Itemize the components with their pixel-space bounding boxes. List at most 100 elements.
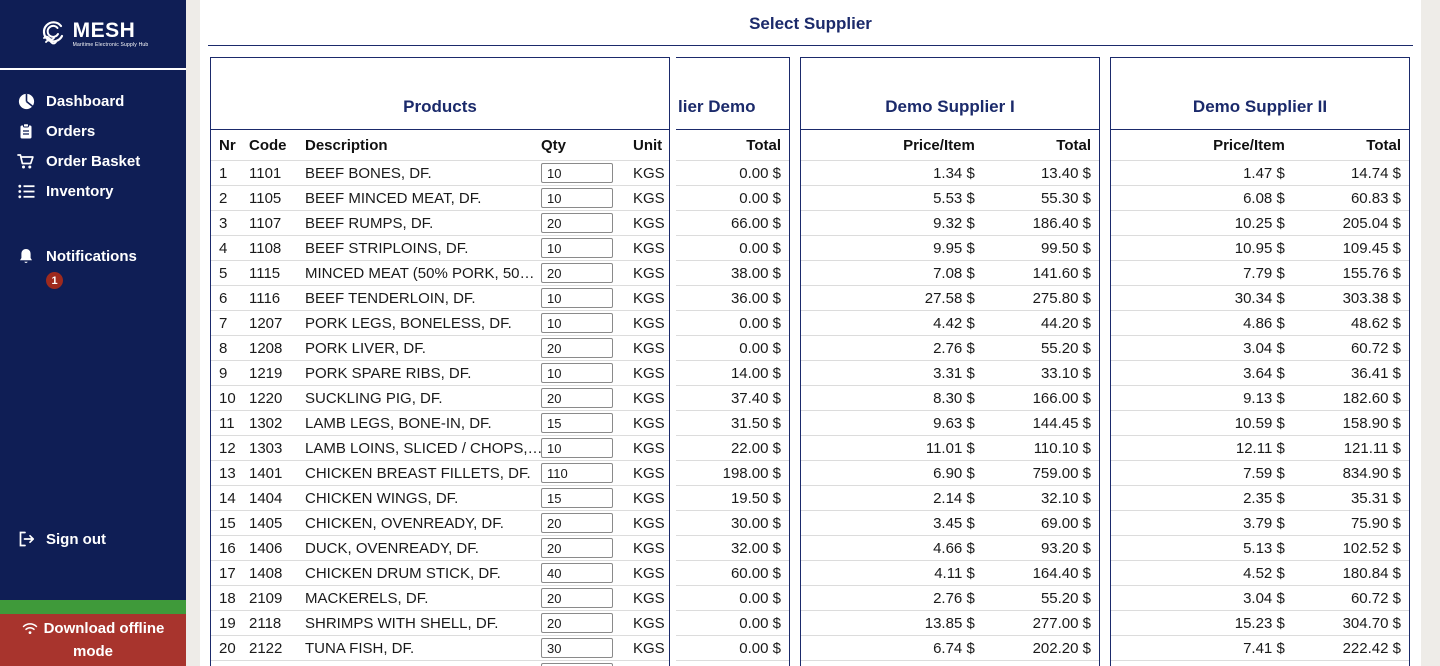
total-cell: 109.45 $ (1342, 239, 1401, 257)
qty-input[interactable] (541, 438, 613, 458)
qty-cell (541, 463, 619, 483)
price-cell: 2.14 $ (933, 489, 975, 507)
total-cell: 158.90 $ (1342, 414, 1401, 432)
products-panel-title: Products (211, 58, 669, 130)
qty-input[interactable] (541, 488, 613, 508)
price-cell: 3.04 $ (1243, 589, 1285, 607)
qty-cell (541, 263, 619, 283)
row-nr: 3 (219, 214, 228, 232)
table-row: 38.00 $ (676, 260, 789, 285)
demo-supplier-2-panel[interactable]: Demo Supplier II Price/Item Total 1.47 $… (1110, 57, 1410, 666)
table-row: 66.00 $ (676, 210, 789, 235)
total-cell: 37.40 $ (730, 389, 781, 407)
sidebar-item-inventory[interactable]: Inventory (0, 176, 186, 206)
table-row: 3 1107 BEEF RUMPS, DF. KGS (211, 210, 669, 235)
qty-input[interactable] (541, 513, 613, 533)
table-row: 60.00 $ (676, 560, 789, 585)
qty-input[interactable] (541, 213, 613, 233)
qty-cell (541, 313, 619, 333)
content-card: Select Supplier Products Nr Code Descrip… (200, 0, 1421, 666)
price-cell: 9.95 $ (933, 239, 975, 257)
qty-input[interactable] (541, 163, 613, 183)
row-unit: KGS (633, 164, 665, 182)
sidebar-spacer (0, 289, 186, 524)
table-row: 1.47 $ 14.74 $ (1111, 160, 1409, 185)
qty-input[interactable] (541, 288, 613, 308)
qty-cell (541, 163, 619, 183)
qty-cell (541, 638, 619, 658)
qty-input[interactable] (541, 563, 613, 583)
demo-supplier-1-panel[interactable]: Demo Supplier I Price/Item Total 1.34 $1… (800, 57, 1100, 666)
sidebar-item-orders[interactable]: Orders (0, 116, 186, 146)
sign-out-button[interactable]: Sign out (0, 524, 186, 554)
sidebar-item-notifications[interactable]: Notifications 1 (0, 241, 186, 289)
qty-input[interactable] (541, 238, 613, 258)
row-unit: KGS (633, 564, 665, 582)
qty-input[interactable] (541, 613, 613, 633)
table-row: 9.63 $ 144.45 $ (801, 410, 1099, 435)
table-row: 2.76 $ 55.20 $ (801, 335, 1099, 360)
qty-input[interactable] (541, 388, 613, 408)
total-cell: 55.20 $ (1040, 589, 1091, 607)
qty-input[interactable] (541, 663, 613, 666)
row-unit: KGS (633, 264, 665, 282)
table-row: 0.00 $ (676, 610, 789, 635)
total-cell: 121.11 $ (1343, 439, 1401, 457)
sidebar-item-label: Notifications (46, 247, 137, 265)
total-cell: 186.40 $ (1032, 214, 1091, 232)
price-cell: 7.41 $ (1243, 639, 1285, 657)
table-row: 10.25 $ 205.04 $ (1111, 210, 1409, 235)
table-row: 6 1116 BEEF TENDERLOIN, DF. KGS (211, 285, 669, 310)
price-cell: 4.42 $ (933, 314, 975, 332)
total-cell: 93.20 $ (1040, 539, 1091, 557)
total-cell: 202.20 $ (1032, 639, 1091, 657)
table-row: 10.59 $ 158.90 $ (1111, 410, 1409, 435)
price-cell: 13.85 $ (924, 614, 975, 632)
table-row: 6.90 $ 759.00 $ (801, 460, 1099, 485)
qty-input[interactable] (541, 538, 613, 558)
table-row: 22.00 $ (676, 435, 789, 460)
col-header-price: Price/Item (1213, 136, 1285, 154)
download-offline-mode-button[interactable]: Download offline mode (0, 614, 186, 666)
qty-input[interactable] (541, 313, 613, 333)
row-unit: KGS (633, 389, 665, 407)
row-code: 1219 (249, 364, 283, 382)
total-cell: 19.50 $ (730, 489, 781, 507)
price-cell: 7.08 $ (933, 264, 975, 282)
qty-cell (541, 588, 619, 608)
qty-input[interactable] (541, 638, 613, 658)
row-description: BEEF BONES, DF. (305, 164, 432, 182)
sidebar-item-dashboard[interactable]: Dashboard (0, 86, 186, 116)
total-cell: 277.00 $ (1032, 614, 1091, 632)
row-description: DUCK, OVENREADY, DF. (305, 539, 479, 557)
qty-input[interactable] (541, 588, 613, 608)
qty-input[interactable] (541, 413, 613, 433)
sidebar-item-order-basket[interactable]: Order Basket (0, 146, 186, 176)
qty-input[interactable] (541, 363, 613, 383)
row-code: 1101 (249, 164, 282, 182)
col-header-total: Total (1056, 136, 1091, 154)
table-row: 1.34 $ 13.40 $ (801, 160, 1099, 185)
qty-input[interactable] (541, 463, 613, 483)
qty-cell (541, 388, 619, 408)
qty-input[interactable] (541, 263, 613, 283)
table-row: 30.34 $ 303.38 $ (1111, 285, 1409, 310)
table-row: 19.50 $ (676, 485, 789, 510)
price-cell: 4.86 $ (1243, 314, 1285, 332)
qty-input[interactable] (541, 338, 613, 358)
supplier-demo-header-row: Total (676, 130, 789, 160)
row-description: BEEF MINCED MEAT, DF. (305, 189, 482, 207)
row-unit: KGS (633, 214, 665, 232)
table-row: 8.30 $ 166.00 $ (801, 385, 1099, 410)
price-cell: 3.64 $ (1243, 364, 1285, 382)
row-nr: 1 (219, 164, 228, 182)
price-cell: 10.25 $ (1234, 214, 1285, 232)
table-row: 1 1101 BEEF BONES, DF. KGS (211, 160, 669, 185)
row-nr: 5 (219, 264, 228, 282)
qty-cell (541, 488, 619, 508)
sidebar-item-label: Dashboard (46, 92, 125, 110)
qty-input[interactable] (541, 188, 613, 208)
row-unit: KGS (633, 364, 665, 382)
total-cell: 0.00 $ (739, 339, 781, 357)
